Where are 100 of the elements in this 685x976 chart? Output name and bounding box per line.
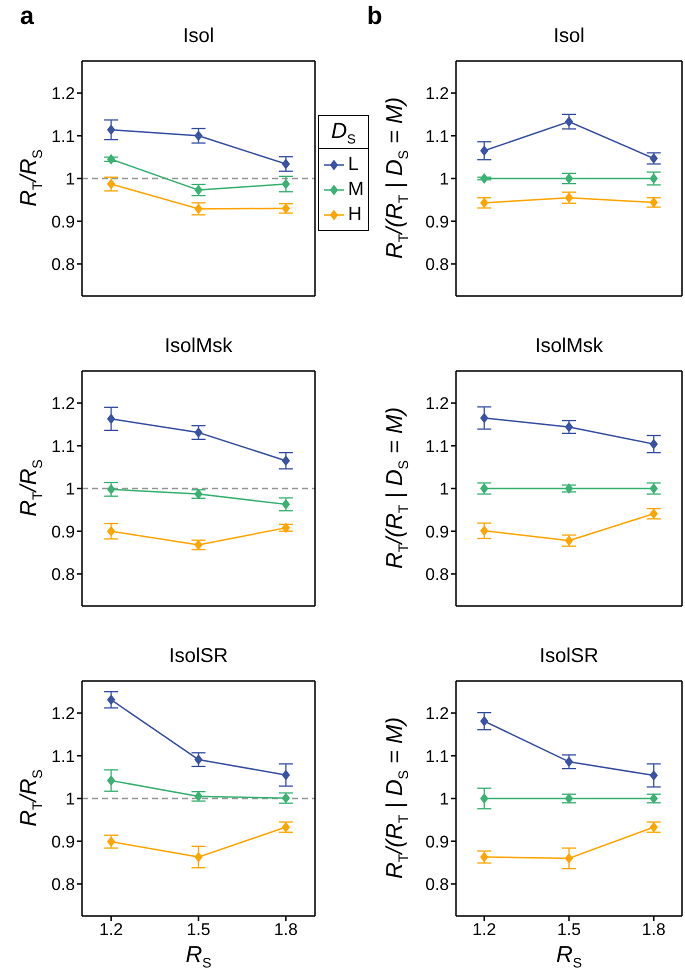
y-tick-label: 1.1	[51, 746, 75, 766]
x-tick-label: 1.2	[99, 920, 123, 940]
point	[480, 174, 488, 184]
point	[480, 484, 488, 494]
point	[194, 185, 202, 196]
point	[194, 540, 202, 550]
x-tick-label: 1.2	[472, 920, 496, 940]
point	[480, 413, 488, 423]
chart-title: IsolSR	[168, 645, 229, 668]
y-tick-label: 1.2	[51, 394, 75, 414]
y-tick-label: 1	[440, 480, 449, 499]
legend-label: H	[348, 204, 362, 226]
x-tick-label: 1.8	[642, 920, 666, 940]
legend-label: M	[348, 178, 364, 201]
point	[565, 116, 573, 127]
point	[650, 197, 658, 208]
point	[107, 484, 116, 494]
point	[194, 204, 202, 214]
point	[650, 153, 658, 164]
y-tick-label: 1.1	[51, 126, 75, 146]
point	[480, 852, 488, 862]
point	[650, 770, 658, 780]
point	[565, 794, 573, 804]
point	[650, 508, 658, 519]
point	[107, 414, 116, 424]
point	[194, 489, 202, 500]
point	[107, 776, 116, 786]
y-tick-label: 0.8	[425, 564, 449, 584]
point	[565, 853, 573, 864]
point	[282, 770, 290, 780]
x-axis-title: R$_{S}$	[184, 941, 212, 973]
point	[565, 536, 573, 546]
y-tick-label: 1	[66, 170, 75, 189]
point	[650, 439, 658, 450]
point	[282, 158, 290, 169]
point	[650, 822, 658, 832]
legend-title: D$_{S}$	[319, 116, 368, 150]
point	[282, 456, 290, 466]
y-tick-label: 0.9	[51, 522, 75, 542]
y-tick-label: 0.9	[425, 212, 449, 232]
y-tick-label: 0.8	[51, 254, 75, 274]
point	[282, 793, 290, 804]
point	[480, 526, 488, 536]
point	[107, 124, 116, 135]
y-tick-label: 0.9	[51, 212, 75, 232]
point	[107, 836, 116, 847]
chart-title: IsolSR	[538, 645, 600, 668]
point	[282, 522, 290, 533]
x-tick-label: 1.5	[557, 920, 581, 940]
y-tick-label: 1.1	[425, 436, 449, 456]
x-tick-label: 1.5	[186, 920, 210, 940]
y-tick-label: 0.8	[425, 254, 449, 274]
y-tick-label: 1.2	[425, 704, 449, 724]
point	[282, 203, 290, 214]
point	[282, 499, 290, 510]
point	[565, 756, 573, 767]
y-tick-label: 0.9	[425, 522, 449, 542]
y-tick-label: 0.8	[425, 874, 449, 894]
point	[282, 179, 290, 190]
y-tick-label: 1.2	[425, 84, 449, 104]
point	[194, 428, 202, 438]
point	[107, 694, 116, 705]
y-tick-label: 1.1	[51, 436, 75, 456]
point	[565, 192, 573, 203]
chart-title: IsolMsk	[164, 335, 234, 358]
x-axis-title: R$_{S}$	[555, 941, 583, 973]
text: b	[367, 2, 382, 31]
chart-title: Isol	[552, 25, 586, 48]
point	[650, 484, 658, 494]
point	[565, 422, 573, 432]
point	[650, 174, 658, 184]
point	[107, 526, 116, 536]
y-tick-label: 1	[440, 170, 449, 189]
point	[565, 174, 573, 184]
y-tick-label: 1	[440, 790, 449, 809]
point	[194, 852, 202, 862]
point	[480, 198, 488, 208]
y-tick-label: 1.2	[51, 84, 75, 104]
point	[480, 146, 488, 156]
point	[282, 822, 290, 832]
y-tick-label: 1.1	[425, 126, 449, 146]
point	[194, 754, 202, 765]
point	[480, 716, 488, 726]
point	[107, 179, 116, 190]
y-tick-label: 0.8	[51, 564, 75, 584]
point	[194, 791, 202, 802]
point	[107, 154, 116, 164]
point	[565, 484, 573, 494]
y-tick-label: 1	[66, 480, 75, 499]
legend-label: L	[348, 154, 359, 176]
point	[480, 794, 488, 804]
y-tick-label: 0.9	[425, 832, 449, 852]
point	[650, 794, 658, 804]
point	[194, 130, 202, 141]
x-tick-label: 1.8	[274, 920, 298, 940]
y-tick-label: 1.1	[425, 746, 449, 766]
y-tick-label: 1.2	[425, 394, 449, 414]
y-tick-label: 0.9	[51, 832, 75, 852]
y-tick-label: 0.8	[51, 874, 75, 894]
y-tick-label: 1	[66, 790, 75, 809]
